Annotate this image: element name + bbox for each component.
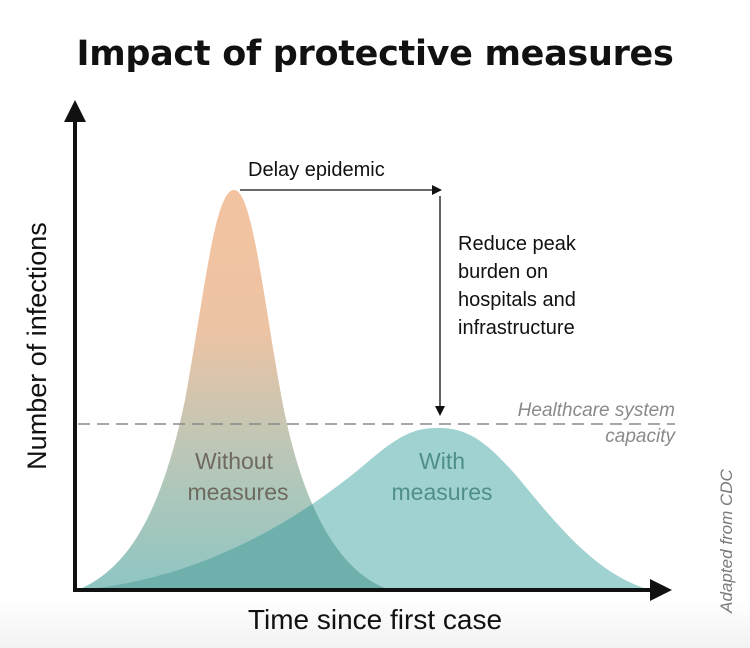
without-measures-label-line-1: Without [195,448,274,474]
x-axis-arrowhead [650,579,672,601]
x-axis-label: Time since first case [248,604,502,635]
reduce-peak-line-1: Reduce peak [458,233,577,255]
capacity-label-line-2: capacity [605,426,676,447]
reduce-peak-line-4: infrastructure [458,317,575,339]
with-measures-label-line-2: measures [392,479,493,505]
reduce-peak-line-3: hospitals and [458,289,576,311]
diagram-title: Impact of protective measures [76,34,674,74]
y-axis-label: Number of infections [22,222,52,470]
capacity-label-line-1: Healthcare system [518,400,675,421]
credit-label: Adapted from CDC [717,468,736,613]
bottom-fade [0,600,750,648]
without-measures-curve [78,190,390,590]
delay-arrowhead [432,185,442,195]
without-measures-label-line-2: measures [188,479,289,505]
with-measures-label-line-1: With [419,448,465,474]
with-measures-curve [78,428,650,590]
delay-epidemic-label: Delay epidemic [248,159,385,181]
reduce-peak-line-2: burden on [458,261,548,283]
reduce-peak-arrowhead [435,406,445,416]
y-axis-arrowhead [64,100,86,122]
